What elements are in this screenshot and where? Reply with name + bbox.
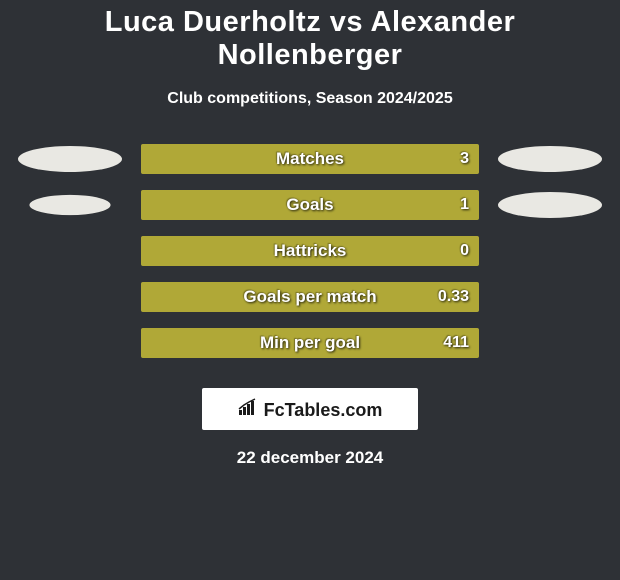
right-ellipse (498, 146, 602, 172)
left-side (0, 146, 140, 172)
right-side (480, 192, 620, 218)
bar-value: 3 (460, 144, 469, 174)
brand-badge: FcTables.com (202, 388, 418, 430)
stat-row: Goals per match0.33 (0, 274, 620, 320)
stat-row: Hattricks0 (0, 228, 620, 274)
stat-bar: Goals1 (140, 189, 480, 221)
stat-row: Matches3 (0, 136, 620, 182)
right-ellipse (498, 192, 602, 218)
left-ellipse (18, 146, 122, 172)
stat-bar: Matches3 (140, 143, 480, 175)
bar-value: 0.33 (438, 282, 469, 312)
bars-icon (238, 398, 260, 416)
bar-label: Goals per match (141, 282, 479, 312)
stat-bar: Goals per match0.33 (140, 281, 480, 313)
bar-label: Matches (141, 144, 479, 174)
left-ellipse (29, 195, 110, 215)
bar-label: Hattricks (141, 236, 479, 266)
bar-value: 411 (443, 328, 469, 358)
stat-row: Min per goal411 (0, 320, 620, 366)
bar-label: Min per goal (141, 328, 479, 358)
left-side (0, 192, 140, 218)
bar-value: 1 (460, 190, 469, 220)
stat-row: Goals1 (0, 182, 620, 228)
brand-text: FcTables.com (264, 400, 383, 421)
comparison-card: Luca Duerholtz vs Alexander Nollenberger… (0, 0, 620, 468)
bar-value: 0 (460, 236, 469, 266)
stats-rows: Matches3Goals1Hattricks0Goals per match0… (0, 136, 620, 366)
brand-inner: FcTables.com (238, 398, 383, 421)
date-text: 22 december 2024 (0, 448, 620, 468)
bar-label: Goals (141, 190, 479, 220)
stat-bar: Hattricks0 (140, 235, 480, 267)
stat-bar: Min per goal411 (140, 327, 480, 359)
subtitle: Club competitions, Season 2024/2025 (0, 90, 620, 108)
title: Luca Duerholtz vs Alexander Nollenberger (0, 6, 620, 72)
right-side (480, 146, 620, 172)
